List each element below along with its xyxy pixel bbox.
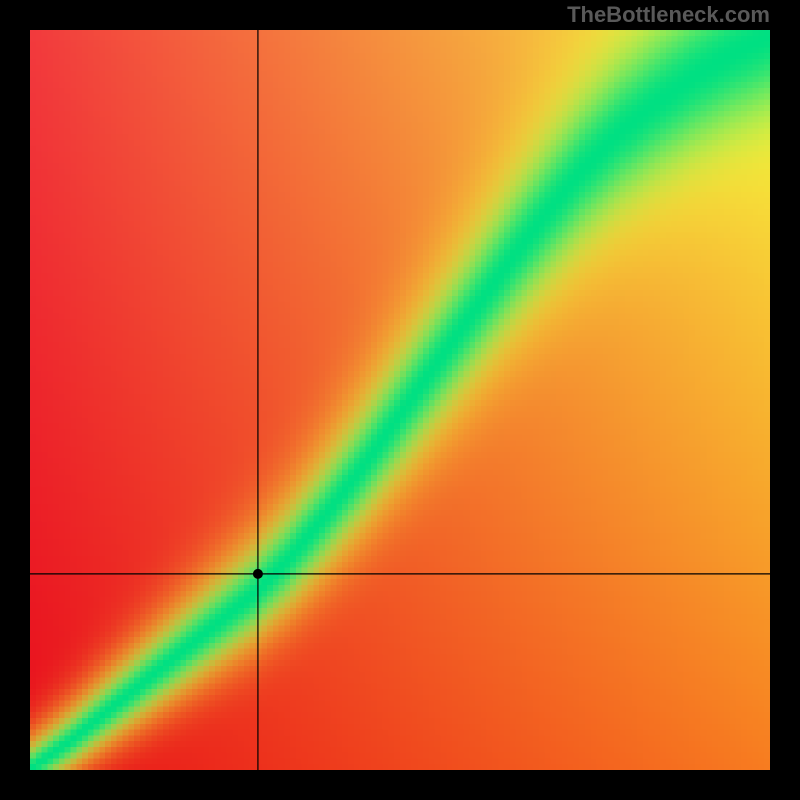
chart-container: TheBottleneck.com (0, 0, 800, 800)
watermark-text: TheBottleneck.com (567, 2, 770, 28)
bottleneck-heatmap (30, 30, 770, 770)
